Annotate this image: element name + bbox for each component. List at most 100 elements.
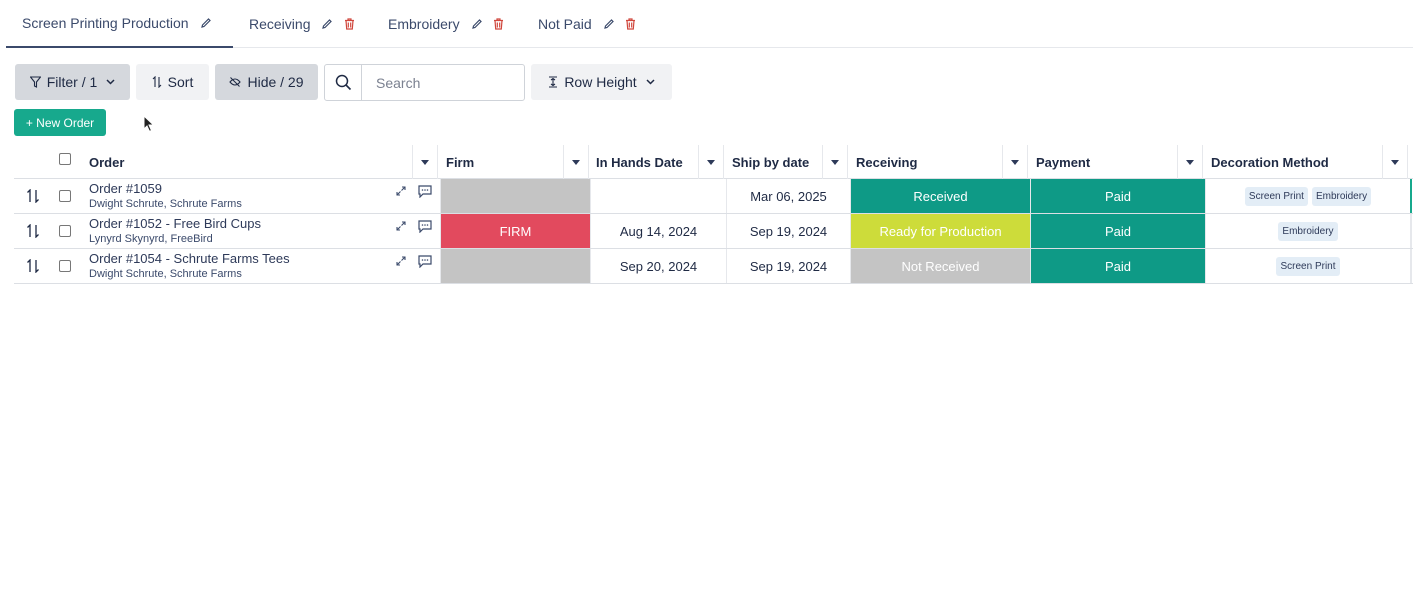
- search-box: [324, 64, 525, 101]
- in-hands-date-cell[interactable]: Sep 20, 2024: [591, 249, 727, 283]
- comment-icon[interactable]: [418, 255, 432, 268]
- ship-by-date-cell[interactable]: Mar 06, 2025: [727, 179, 851, 213]
- order-customer: Lynyrd Skynyrd, FreeBird: [89, 233, 213, 245]
- order-title[interactable]: Order #1059: [89, 181, 162, 196]
- column-menu-receiving[interactable]: [1002, 145, 1028, 179]
- new-order-button[interactable]: + New Order: [14, 109, 106, 136]
- ship-by-date-cell[interactable]: Sep 19, 2024: [727, 249, 851, 283]
- sort-button[interactable]: Sort: [136, 64, 209, 100]
- column-menu-firm[interactable]: [563, 145, 589, 179]
- column-header-receiving[interactable]: Receiving: [856, 154, 918, 170]
- order-cell[interactable]: Order #1054 - Schrute Farms Tees Dwight …: [86, 249, 441, 283]
- caret-down-icon: [707, 159, 715, 165]
- decoration-tag: Embroidery: [1278, 221, 1338, 241]
- trash-icon[interactable]: [624, 17, 638, 31]
- receiving-status-cell[interactable]: Not Received: [851, 249, 1031, 283]
- comment-icon[interactable]: [418, 185, 432, 198]
- trash-icon[interactable]: [342, 17, 356, 31]
- drag-reorder-icon[interactable]: [26, 258, 40, 278]
- order-title[interactable]: Order #1052 - Free Bird Cups: [89, 216, 261, 231]
- decoration-method-cell[interactable]: Screen Print Embroidery: [1206, 179, 1412, 213]
- hide-label: Hide / 29: [247, 74, 304, 90]
- expand-icon[interactable]: [396, 256, 406, 266]
- column-menu-ship-by-date[interactable]: [822, 145, 848, 179]
- tab-label: Receiving: [249, 15, 311, 32]
- column-menu-order[interactable]: [412, 145, 438, 179]
- caret-down-icon: [572, 159, 580, 165]
- tab-receiving[interactable]: Receiving: [249, 0, 364, 47]
- search-input[interactable]: [362, 65, 524, 100]
- in-hands-date-cell[interactable]: Aug 14, 2024: [591, 214, 727, 248]
- tab-label: Screen Printing Production: [22, 15, 189, 31]
- in-hands-date-cell[interactable]: [591, 179, 727, 213]
- decoration-method-cell[interactable]: Embroidery: [1206, 214, 1412, 248]
- tab-not-paid[interactable]: Not Paid: [538, 0, 646, 47]
- column-menu-decoration-method[interactable]: [1382, 145, 1408, 179]
- column-menu-payment[interactable]: [1177, 145, 1203, 179]
- drag-reorder-icon[interactable]: [26, 223, 40, 243]
- pencil-icon[interactable]: [470, 17, 484, 31]
- view-tabs: Screen Printing Production Receiving Emb…: [6, 0, 1413, 48]
- row-checkbox[interactable]: [59, 225, 71, 237]
- sort-label: Sort: [167, 74, 194, 90]
- table-row[interactable]: Order #1052 - Free Bird Cups Lynyrd Skyn…: [14, 214, 1413, 249]
- receiving-status-cell[interactable]: Ready for Production: [851, 214, 1031, 248]
- column-header-ship-by-date[interactable]: Ship by date: [732, 154, 810, 170]
- ship-by-date-cell[interactable]: Sep 19, 2024: [727, 214, 851, 248]
- expand-icon[interactable]: [396, 186, 406, 196]
- expand-icon[interactable]: [396, 221, 406, 231]
- column-menu-in-hands-date[interactable]: [698, 145, 724, 179]
- row-checkbox[interactable]: [59, 260, 71, 272]
- order-customer: Dwight Schrute, Schrute Farms: [89, 268, 242, 280]
- decoration-tag: Screen Print: [1276, 256, 1340, 276]
- payment-status-cell[interactable]: Paid: [1031, 179, 1206, 213]
- column-header-order[interactable]: Order: [89, 154, 125, 170]
- firm-cell[interactable]: FIRM: [441, 214, 591, 248]
- column-header-payment[interactable]: Payment: [1036, 154, 1091, 170]
- caret-down-icon: [1186, 159, 1194, 165]
- column-header-decoration-method[interactable]: Decoration Method: [1211, 154, 1329, 170]
- hide-fields-button[interactable]: Hide / 29: [215, 64, 318, 100]
- tab-label: Embroidery: [388, 15, 460, 32]
- firm-cell[interactable]: [441, 179, 591, 213]
- column-header-in-hands-date[interactable]: In Hands Date: [596, 154, 683, 170]
- order-title[interactable]: Order #1054 - Schrute Farms Tees: [89, 251, 290, 266]
- mouse-cursor-icon: [143, 115, 155, 133]
- row-checkbox[interactable]: [59, 190, 71, 202]
- row-height-label: Row Height: [564, 74, 637, 90]
- pencil-icon[interactable]: [320, 17, 334, 31]
- order-cell[interactable]: Order #1052 - Free Bird Cups Lynyrd Skyn…: [86, 214, 441, 248]
- decoration-tag: Embroidery: [1311, 186, 1372, 206]
- caret-down-icon: [1011, 159, 1019, 165]
- column-header-firm[interactable]: Firm: [446, 154, 475, 170]
- decoration-method-cell[interactable]: Screen Print: [1206, 249, 1412, 283]
- decoration-tag: Screen Print: [1244, 186, 1308, 206]
- payment-status-cell[interactable]: Paid: [1031, 214, 1206, 248]
- table-row[interactable]: Order #1054 - Schrute Farms Tees Dwight …: [14, 249, 1413, 284]
- tab-screen-printing-production[interactable]: Screen Printing Production: [6, 0, 233, 48]
- sort-icon: [152, 76, 162, 88]
- caret-down-icon: [421, 159, 429, 165]
- select-all-checkbox[interactable]: [59, 153, 71, 165]
- eye-off-icon: [229, 77, 242, 87]
- firm-cell[interactable]: [441, 249, 591, 283]
- chevron-down-icon: [646, 79, 655, 85]
- caret-down-icon: [831, 159, 839, 165]
- receiving-status-cell[interactable]: Received: [851, 179, 1031, 213]
- row-height-icon: [549, 76, 558, 88]
- comment-icon[interactable]: [418, 220, 432, 233]
- row-height-button[interactable]: Row Height: [531, 64, 672, 100]
- search-icon[interactable]: [325, 65, 362, 100]
- order-cell[interactable]: Order #1059 Dwight Schrute, Schrute Farm…: [86, 179, 441, 213]
- filter-button[interactable]: Filter / 1: [15, 64, 130, 100]
- tab-label: Not Paid: [538, 15, 592, 32]
- table-header: Order Firm In Hands Date Ship by date Re…: [14, 145, 1413, 179]
- payment-status-cell[interactable]: Paid: [1031, 249, 1206, 283]
- pencil-icon[interactable]: [199, 16, 213, 30]
- table-row[interactable]: Order #1059 Dwight Schrute, Schrute Farm…: [14, 179, 1413, 214]
- tab-embroidery[interactable]: Embroidery: [388, 0, 514, 47]
- pencil-icon[interactable]: [602, 17, 616, 31]
- drag-reorder-icon[interactable]: [26, 188, 40, 208]
- caret-down-icon: [1391, 159, 1399, 165]
- trash-icon[interactable]: [492, 17, 506, 31]
